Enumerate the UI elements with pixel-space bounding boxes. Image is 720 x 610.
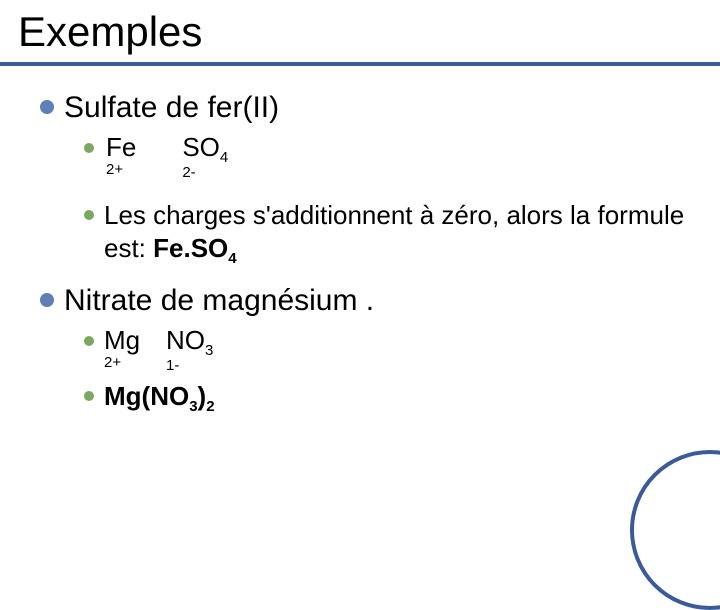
ion-so4: SO4 2-: [182, 132, 228, 181]
bullet-l1-sulfate: Sulfate de fer(II): [40, 90, 700, 126]
formula: Mg(NO3)2: [104, 380, 215, 417]
bullet-icon: [84, 391, 94, 401]
bullet-l2-ions-fe: Fe 2+ SO4 2-: [84, 132, 700, 199]
formula: Fe.SO4: [153, 233, 236, 263]
bullet-l2-explain-fe: Les charges s'additionnent à zéro, alors…: [84, 199, 700, 268]
bullet-label: Sulfate de fer(II): [64, 90, 279, 126]
slide: Exemples Sulfate de fer(II) Fe 2+ SO4 2-: [0, 0, 720, 540]
bullet-l2-formula-mg: Mg(NO3)2: [84, 380, 700, 417]
slide-title: Exemples: [0, 0, 720, 60]
ion-charge: 1-: [166, 357, 179, 374]
ion-row: Fe 2+ SO4 2-: [106, 132, 228, 181]
ion-symbol: NO3: [166, 325, 213, 359]
ion-symbol: Fe: [106, 132, 136, 163]
bullet-icon: [84, 336, 94, 346]
ion-charge: 2-: [182, 164, 195, 181]
ion-row: Mg 2+ NO3 1-: [104, 325, 213, 374]
ion-charge: 2+: [106, 161, 123, 178]
bullet-icon: [40, 293, 54, 307]
content-area: Sulfate de fer(II) Fe 2+ SO4 2-: [0, 66, 720, 417]
bullet-icon: [84, 210, 94, 220]
bullet-icon: [84, 143, 94, 153]
ion-charge: 2+: [104, 354, 121, 371]
ion-symbol: SO4: [182, 132, 228, 166]
bullet-l1-nitrate: Nitrate de magnésium .: [40, 283, 700, 319]
ion-symbol: Mg: [104, 325, 140, 356]
bullet-icon: [40, 100, 54, 114]
ion-no3: NO3 1-: [166, 325, 213, 374]
explain-text: Les charges s'additionnent à zéro, alors…: [104, 199, 700, 268]
ion-fe: Fe 2+: [106, 132, 136, 181]
bullet-l2-ions-mg: Mg 2+ NO3 1-: [84, 325, 700, 374]
corner-arc-decoration: [630, 450, 720, 610]
bullet-label: Nitrate de magnésium .: [64, 283, 374, 319]
ion-mg: Mg 2+: [104, 325, 146, 374]
